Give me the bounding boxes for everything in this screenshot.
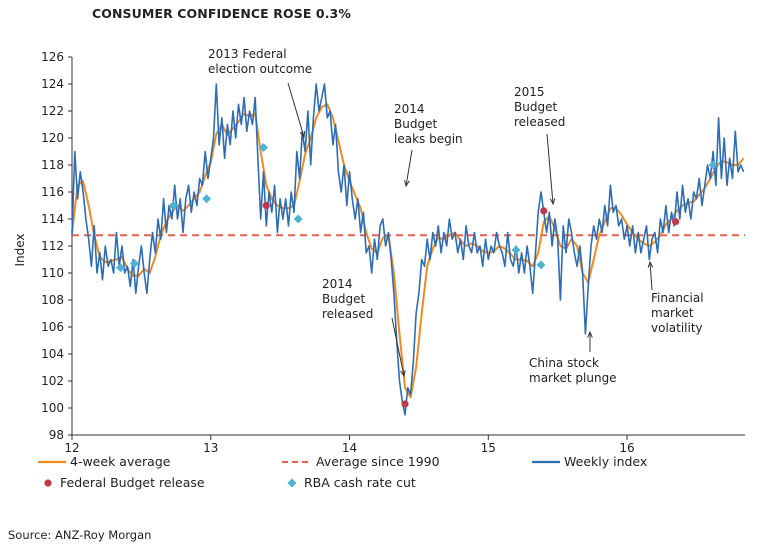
annotation-text: volatility [651,321,703,335]
x-tick-label: 14 [342,441,357,455]
annotation-arrow [391,317,405,377]
y-tick-label: 118 [41,158,64,172]
budget-release-marker [401,400,409,408]
arrow-head [299,130,306,139]
annotation-text: leaks begin [394,132,463,146]
rba-cut-marker [258,142,268,152]
arrow-head [404,180,410,188]
y-tick-label: 104 [41,347,64,361]
x-tick-label: 13 [203,441,218,455]
y-tick-label: 102 [41,374,64,388]
tick-labels: 98 100 102 104 106 108 110 112 114 116 118 120 122 12… [41,50,635,455]
annotation-text: market [651,306,694,320]
rba-cut-marker [168,201,178,210]
arrow-head [587,330,593,338]
x-tick-label: 12 [64,441,79,455]
rba-cut-marker [202,194,212,204]
legend-label: 4-week average [70,454,171,469]
annotation-text: market plunge [529,371,617,385]
legend: 4-week average Average since 1990 Weekly i… [38,454,647,490]
legend-swatch [287,478,297,488]
annotation-arrow [405,149,413,187]
chart-title: CONSUMER CONFIDENCE ROSE 0.3% [92,6,351,21]
arrow-head [549,198,556,206]
annotation-arrow [287,82,305,138]
annotation-text: 2015 [514,85,545,99]
rba-cut-marker [116,263,126,273]
annotation-text: Budget [514,100,557,114]
x-tick-label: 15 [481,441,496,455]
arrow-head [400,370,406,378]
annotation-text: Budget [394,117,437,131]
legend-label: Average since 1990 [316,454,440,469]
y-tick-label: 116 [41,185,64,199]
x-tick-label: 16 [619,441,634,455]
consumer-confidence-chart: 98 100 102 104 106 108 110 112 114 116 118 120 122 12… [13,47,745,490]
y-tick-label: 106 [41,320,64,334]
annotation-text: 2014 [394,102,425,116]
y-tick-label: 124 [41,77,64,91]
y-tick-label: 120 [41,131,64,145]
annotation-arrow [649,261,653,291]
annotation-text: 2013 Federal [208,47,287,61]
annotation-arrow [546,133,554,205]
y-tick-label: 98 [49,428,64,442]
budget-release-marker [672,218,680,226]
annotation-text: released [322,307,373,321]
rba-cut-marker [708,160,718,170]
rba-cut-marker [536,260,546,270]
budget-release-marker [540,207,548,215]
y-tick-label: 114 [41,212,64,226]
y-tick-label: 108 [41,293,64,307]
rba-cut-marker [129,259,139,269]
annotation-text: Financial [651,291,704,305]
legend-label: RBA cash rate cut [304,475,416,490]
series-line-4-week-average [71,103,745,399]
y-tick-label: 110 [41,266,64,280]
annotation-text: election outcome [208,62,312,76]
y-axis-label: Index [13,233,27,266]
legend-label: Federal Budget release [60,475,205,490]
budget-release-marker [262,201,270,210]
rba-cut-marker [511,245,521,255]
arrow-head [647,260,654,268]
y-tick-label: 122 [41,104,64,118]
legend-label: Weekly index [564,454,647,469]
source-note: Source: ANZ-Roy Morgan [8,528,152,542]
series-lines [71,83,745,416]
annotation-text: Budget [322,292,365,306]
rba-cut-marker [293,214,303,224]
annotation-text: 2014 [322,277,353,291]
legend-swatch [44,479,52,487]
y-tick-label: 100 [41,401,64,415]
series-line-weekly-index [71,83,745,416]
y-tick-label: 126 [41,50,64,64]
y-tick-label: 112 [41,239,64,253]
annotation-text: China stock [529,356,599,370]
annotation-text: released [514,115,565,129]
event-markers [116,142,718,408]
